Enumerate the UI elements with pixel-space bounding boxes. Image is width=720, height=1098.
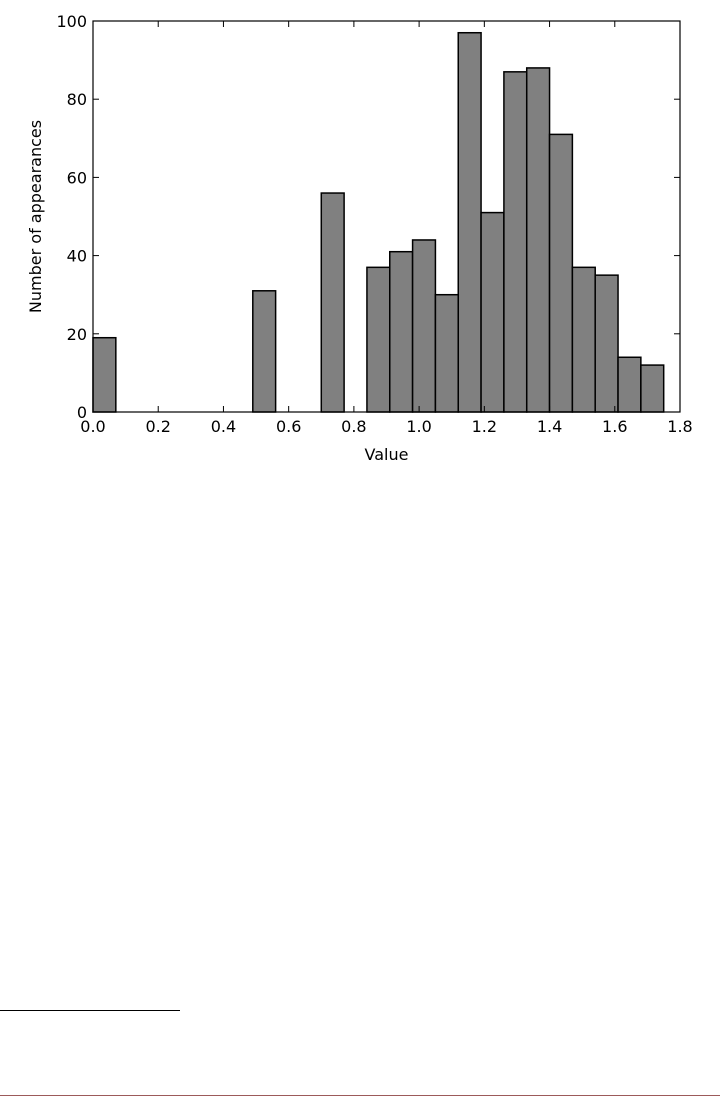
x-tick-label-7: 1.4 [537, 417, 562, 436]
histogram-bar-15 [640, 364, 665, 413]
y-axis-label: Number of appearances [26, 120, 45, 313]
x-tick-label-9: 1.8 [667, 417, 692, 436]
x-tick-label-3: 0.6 [276, 417, 301, 436]
histogram-bar-13 [594, 274, 619, 413]
y-tick-label-0: 0 [77, 403, 87, 422]
histogram-chart: 0.0 0.2 0.4 0.6 0.8 1.0 1.2 1.4 1.6 1.8 0 20 40 60 80 1… [26, 12, 693, 464]
y-tick-label-5: 100 [56, 12, 87, 31]
x-tick-label-4: 0.8 [341, 417, 366, 436]
x-axis-label: Value [365, 445, 409, 464]
ticks-group [92, 20, 681, 413]
x-tick-label-5: 1.0 [406, 417, 431, 436]
histogram-bar-2 [320, 192, 345, 413]
x-tick-label-0: 0.0 [80, 417, 105, 436]
x-tick-label-1: 0.2 [145, 417, 170, 436]
y-tick-label-4: 80 [67, 90, 87, 109]
x-tick-label-2: 0.4 [211, 417, 236, 436]
histogram-bar-4 [389, 250, 414, 413]
y-tick-label-3: 60 [67, 168, 87, 187]
histogram-bar-8 [480, 211, 505, 413]
page-bottom-rule [0, 1095, 720, 1096]
histogram-bar-5 [411, 239, 437, 413]
tick-labels-group: 0.0 0.2 0.4 0.6 0.8 1.0 1.2 1.4 1.6 1.8 0 20 40 60 80 1… [56, 12, 692, 436]
histogram-bar-9 [503, 71, 528, 413]
histogram-bar-6 [434, 293, 459, 413]
y-tick-label-1: 20 [67, 325, 87, 344]
footnote-rule [0, 1010, 180, 1011]
plot-frame [92, 20, 681, 413]
histogram-bar-3 [366, 266, 391, 413]
histogram-bar-1 [252, 290, 277, 413]
histogram-bar-14 [617, 356, 642, 413]
histogram-bar-10 [525, 67, 551, 413]
x-tick-label-6: 1.2 [472, 417, 497, 436]
y-tick-label-2: 40 [67, 247, 87, 266]
histogram-bar-11 [548, 133, 574, 413]
histogram-bar-7 [457, 31, 482, 413]
x-tick-label-8: 1.6 [602, 417, 627, 436]
histogram-bar-0 [92, 336, 117, 413]
histogram-bar-12 [571, 266, 596, 413]
bars-group [92, 31, 665, 413]
